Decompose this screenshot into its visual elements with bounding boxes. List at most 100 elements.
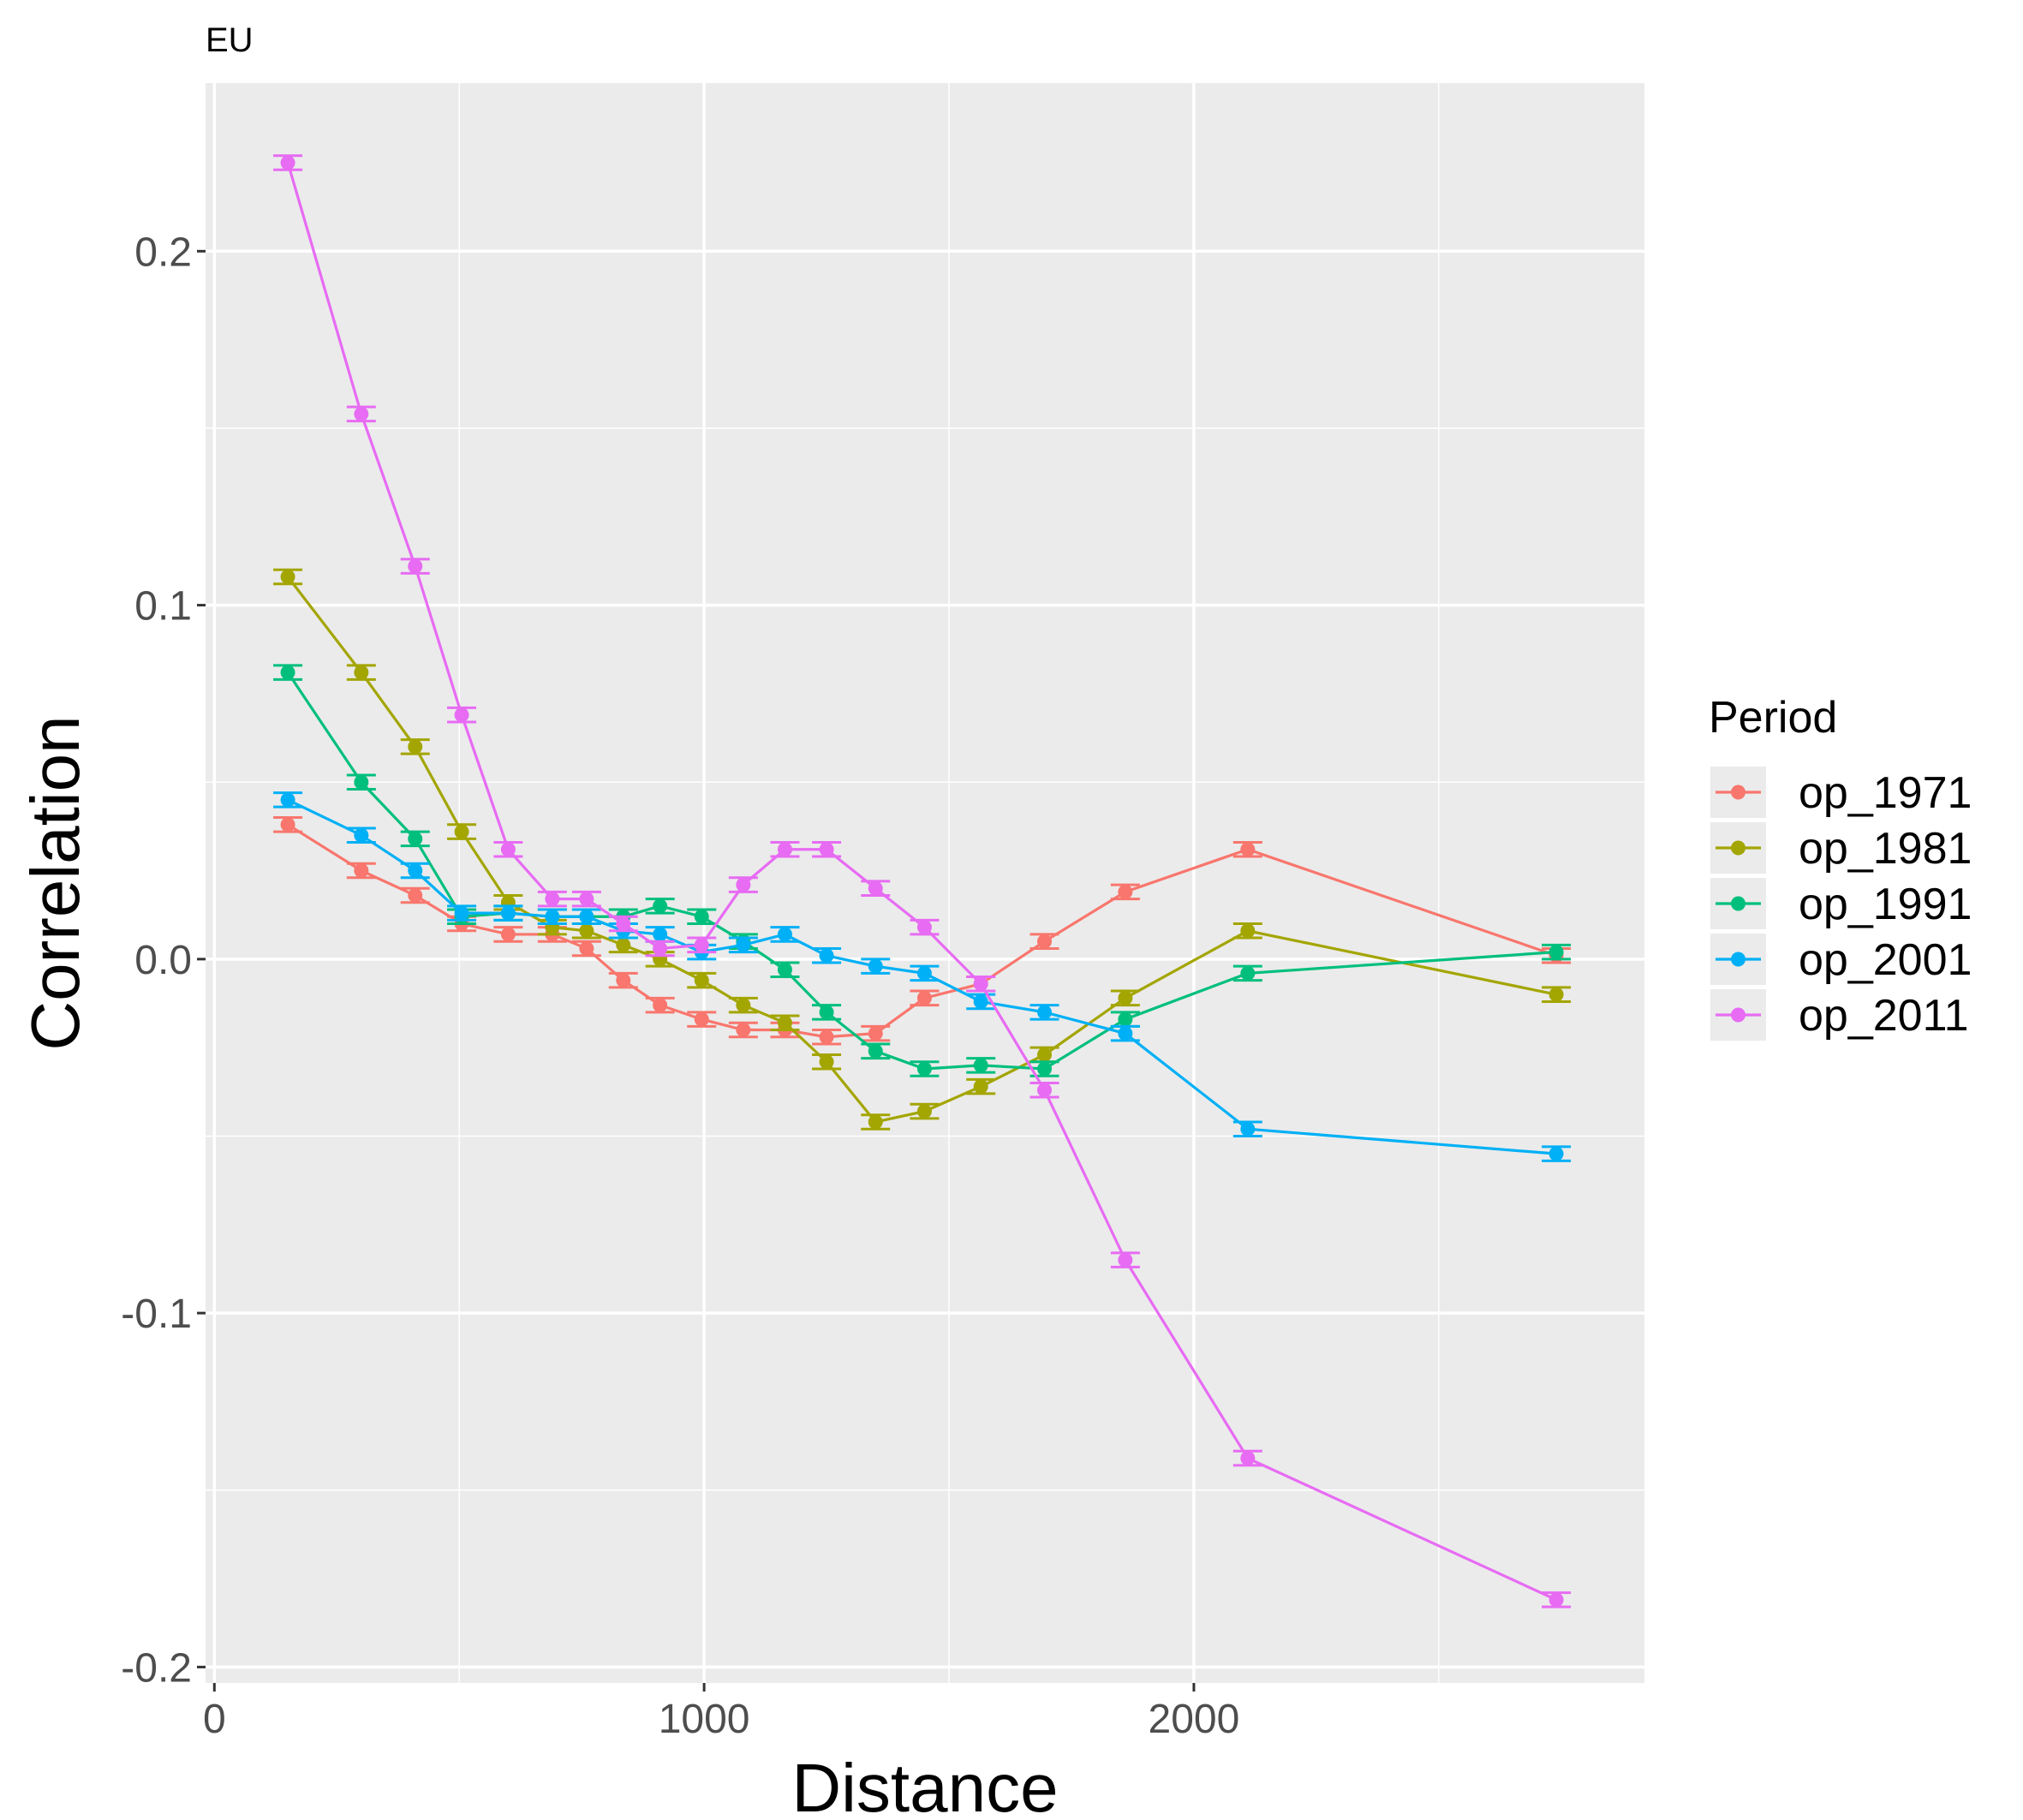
legend-key-point (1731, 1007, 1746, 1023)
data-point (1240, 842, 1256, 857)
data-point (973, 1058, 988, 1073)
y-tick-label: 0.1 (134, 584, 192, 630)
x-axis-title: Distance (791, 1750, 1058, 1820)
data-point (868, 1043, 883, 1059)
data-point (819, 1005, 834, 1020)
data-point (280, 570, 295, 585)
data-point (777, 962, 792, 977)
data-point (694, 973, 709, 988)
y-tick-label: 0.2 (134, 230, 192, 275)
data-point (916, 1104, 932, 1119)
data-point (579, 909, 594, 924)
data-point (500, 842, 516, 857)
legend-item: op_2011 (1710, 989, 1969, 1041)
data-point (408, 863, 423, 879)
data-point (408, 887, 423, 903)
data-point (916, 990, 932, 1005)
data-point (1118, 1011, 1133, 1027)
legend-key-point (1731, 785, 1746, 800)
data-point (694, 1011, 709, 1027)
data-point (653, 940, 668, 956)
data-point (868, 1114, 883, 1130)
series-op_1971 (273, 816, 1572, 1046)
legend-items: op_1971 op_1981 op_1991 op_2001 op_2011 (1710, 767, 1972, 1041)
legend: Period op_1971 op_1981 op_1991 op_2001 op_20… (1709, 693, 1972, 1041)
data-point (1549, 987, 1564, 1002)
data-point (1118, 1252, 1133, 1268)
data-point (736, 937, 751, 952)
data-point (653, 898, 668, 914)
legend-label: op_1981 (1799, 824, 1972, 874)
data-point (916, 1061, 932, 1077)
legend-label: op_2001 (1799, 935, 1972, 985)
data-point (454, 824, 469, 839)
data-point (653, 927, 668, 942)
x-tick-label: 1000 (659, 1697, 750, 1742)
series-layer (273, 154, 1572, 1608)
data-point (694, 937, 709, 952)
data-point (1240, 1451, 1256, 1466)
data-point (1118, 1026, 1133, 1041)
minor-gridlines (206, 83, 1644, 1683)
data-point (280, 665, 295, 680)
y-tick-label: 0.0 (134, 938, 192, 983)
x-tick-label: 0 (203, 1697, 226, 1742)
legend-item: op_1991 (1710, 878, 1972, 929)
data-point (916, 965, 932, 981)
legend-item: op_1981 (1710, 822, 1972, 874)
legend-title: Period (1709, 693, 1837, 743)
data-point (616, 937, 631, 952)
data-point (1549, 1592, 1564, 1608)
data-point (1037, 1047, 1053, 1062)
axes-layer: 0 1000 2000 -0.2 -0.1 0.0 0.1 0.2 (121, 230, 1239, 1742)
data-point (354, 665, 369, 680)
panel-background (206, 83, 1644, 1683)
data-point (408, 558, 423, 574)
data-point (1549, 945, 1564, 960)
data-point (354, 774, 369, 790)
data-point (354, 406, 369, 421)
major-gridlines (206, 83, 1644, 1683)
y-tick-label: -0.1 (121, 1292, 192, 1337)
data-point (354, 827, 369, 843)
data-point (579, 892, 594, 907)
data-point (454, 905, 469, 921)
plot-title: EU (206, 21, 254, 59)
data-point (973, 994, 988, 1009)
series-op_2011 (273, 154, 1572, 1608)
series-line (286, 162, 1557, 1602)
series-line (286, 576, 1557, 1124)
series-line (287, 798, 1557, 1155)
data-point (819, 1029, 834, 1045)
data-point (1549, 1146, 1564, 1161)
legend-item: op_2001 (1710, 934, 1972, 985)
data-point (545, 909, 560, 924)
legend-label: op_2011 (1799, 991, 1969, 1041)
y-tick-label: -0.2 (121, 1645, 192, 1691)
data-point (500, 927, 516, 942)
data-point (777, 1015, 792, 1030)
data-point (736, 998, 751, 1013)
data-point (408, 739, 423, 755)
data-point (1118, 990, 1133, 1005)
data-point (280, 817, 295, 832)
data-point (736, 1023, 751, 1038)
data-point (868, 1026, 883, 1041)
legend-key-point (1731, 896, 1746, 911)
data-point (1240, 923, 1256, 939)
data-point (777, 842, 792, 857)
data-point (777, 927, 792, 942)
data-point (280, 155, 295, 170)
data-point (500, 905, 516, 921)
data-point (1037, 1061, 1053, 1077)
legend-key-point (1731, 840, 1746, 856)
data-point (1118, 884, 1133, 899)
data-point (579, 940, 594, 956)
data-point (736, 877, 751, 892)
legend-label: op_1991 (1799, 880, 1972, 929)
data-point (616, 916, 631, 932)
series-op_1981 (273, 568, 1572, 1131)
y-axis-title: Correlation (17, 715, 93, 1050)
legend-item: op_1971 (1710, 767, 1972, 818)
